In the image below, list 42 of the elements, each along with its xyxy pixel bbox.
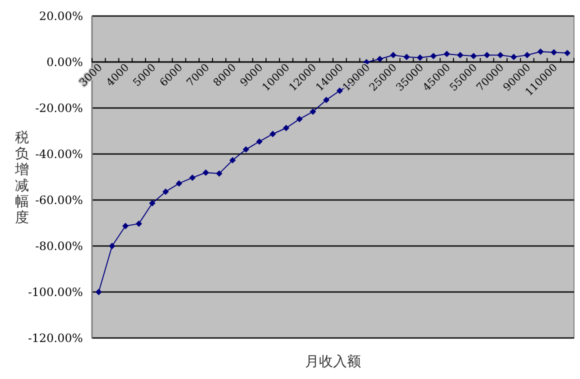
point [108,242,116,250]
point [323,96,330,104]
point [202,169,210,176]
y-tick-label: 20.00% [39,9,84,23]
y-tick-label: -120.00% [28,331,84,345]
point [256,138,263,145]
point [376,56,384,62]
y-tick-label: -100.00% [28,285,84,299]
point [216,170,222,177]
point [550,49,558,56]
point [95,288,102,296]
point [537,48,544,55]
point [296,116,303,122]
point [470,52,477,60]
y-axis-title: 税负增减幅度 [14,129,29,225]
point [416,54,424,61]
point [242,146,250,153]
point [176,180,182,187]
point [510,54,517,60]
point [149,200,156,206]
y-tick-label: -80.00% [35,239,84,253]
y-tick-label: 0.00% [46,55,84,69]
point [444,50,450,58]
point [189,174,196,181]
point [456,52,464,58]
point [403,54,410,60]
y-tick-label: -20.00% [35,101,84,115]
point [229,157,236,164]
point [310,108,316,115]
y-tick-label: -40.00% [35,147,84,161]
y-tick-label: -60.00% [35,193,84,207]
point [564,50,571,56]
x-axis-title: 月收入额 [305,353,361,369]
point [122,222,129,230]
point [282,124,290,132]
point [390,52,396,58]
point [136,220,142,227]
point [484,52,490,58]
point [430,52,437,60]
point [162,188,169,195]
point [524,52,530,58]
point [497,52,504,58]
